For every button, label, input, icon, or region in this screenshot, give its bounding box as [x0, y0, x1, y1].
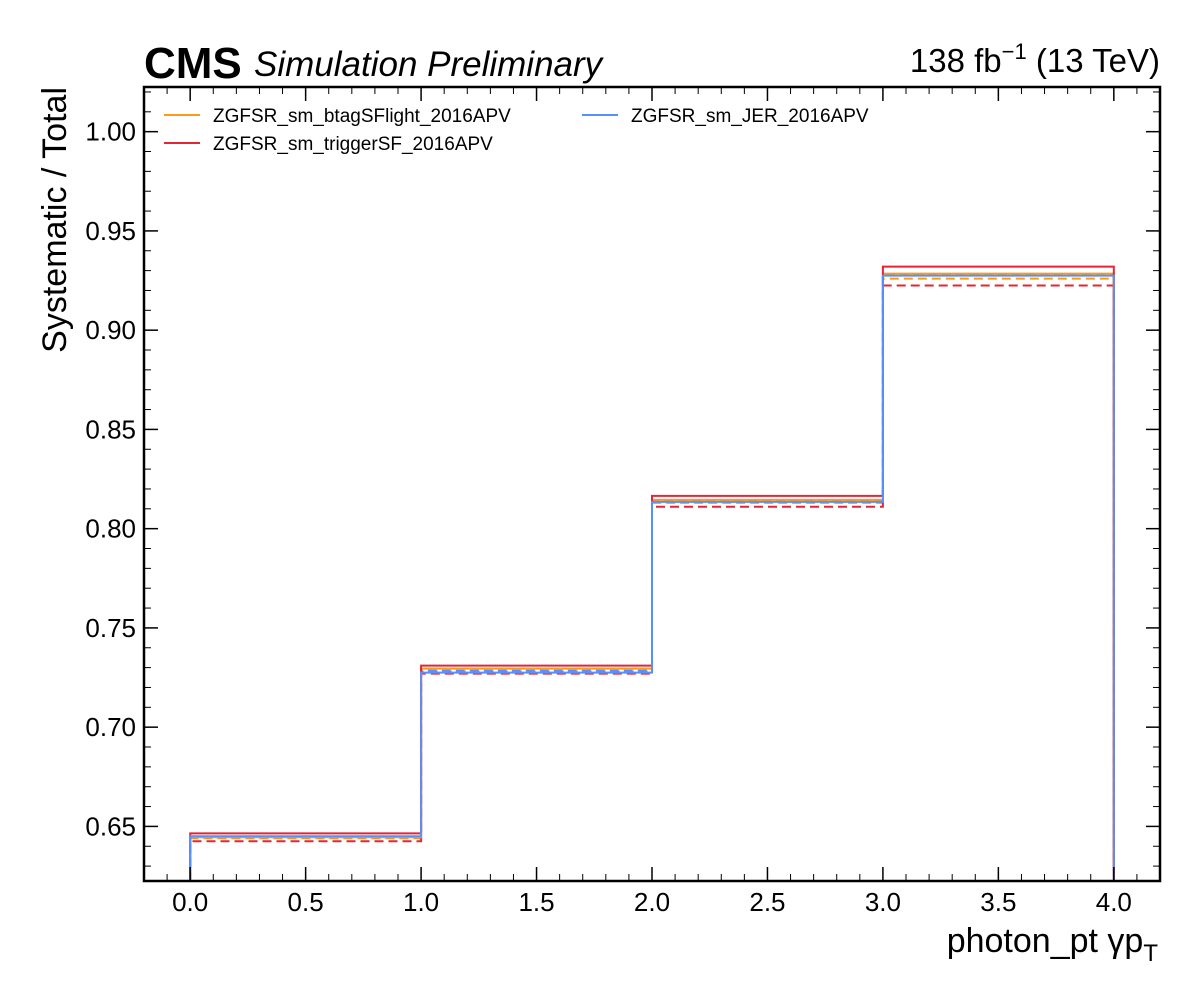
- y-tick-label: 0.85: [85, 414, 136, 444]
- experiment-label: CMS: [144, 39, 242, 88]
- x-tick-label: 4.0: [1096, 887, 1132, 917]
- x-tick-label: 3.0: [865, 887, 901, 917]
- status-label: Simulation Preliminary: [254, 45, 605, 84]
- series-line-zgfsr-sm-triggersf-2016apv-down: [189, 284, 1115, 881]
- y-tick-label: 1.00: [85, 117, 136, 147]
- series-layer: [189, 265, 1115, 881]
- x-tick-label: 3.5: [980, 887, 1016, 917]
- y-axis-title: Systematic / Total: [36, 87, 74, 353]
- y-tick-label: 0.95: [85, 216, 136, 246]
- legend-label: ZGFSR_sm_JER_2016APV: [631, 106, 869, 127]
- legend-label: ZGFSR_sm_triggerSF_2016APV: [213, 134, 493, 155]
- luminosity-label: 138 fb−1 (13 TeV): [910, 39, 1160, 79]
- plot-frame: [142, 85, 1162, 883]
- y-tick-label: 0.80: [85, 514, 136, 544]
- y-tick-label: 0.75: [85, 613, 136, 643]
- y-tick-label: 0.65: [85, 811, 136, 841]
- y-tick-label: 0.90: [85, 315, 136, 345]
- x-tick-label: 0.5: [288, 887, 324, 917]
- x-axis-title: photon_pt γpT: [947, 922, 1159, 967]
- legend: ZGFSR_sm_btagSFlight_2016APV ZGFSR_sm_tri…: [164, 106, 869, 155]
- x-tick-label: 1.0: [403, 887, 439, 917]
- x-tick-label: 2.0: [634, 887, 670, 917]
- x-tick-label: 2.5: [749, 887, 785, 917]
- x-tick-label: 1.5: [518, 887, 554, 917]
- series-line-zgfsr-sm-jer-2016apv-up: [189, 274, 1115, 881]
- legend-label: ZGFSR_sm_btagSFlight_2016APV: [213, 106, 511, 127]
- y-tick-label: 0.70: [85, 712, 136, 742]
- axis-ticks: 0.0 0.5 1.0 1.5 2.0 2.5 3.0 3.5 4.0 0.65 0.70 0.75 0…: [85, 87, 1161, 917]
- x-tick-label: 0.0: [172, 887, 208, 917]
